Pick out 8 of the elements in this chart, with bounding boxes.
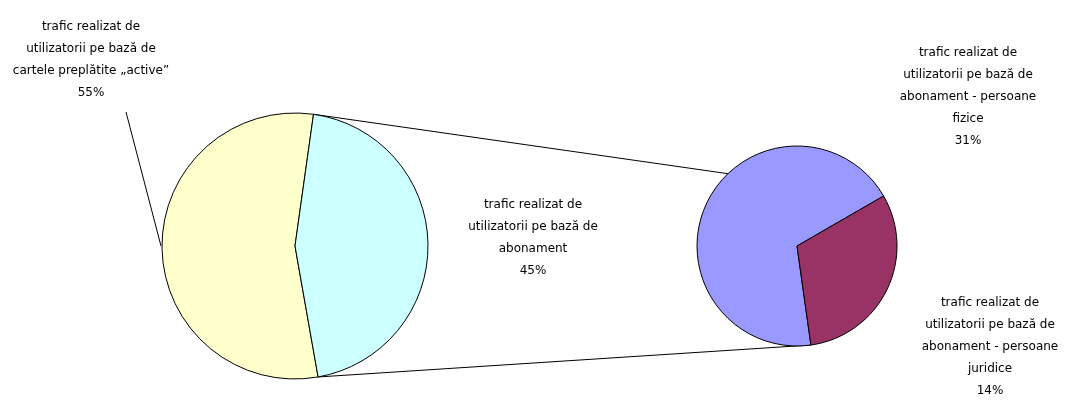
slice-label: trafic realizat de utilizatorii pe bază de cartele preplătite „active”	[12, 19, 170, 77]
slice-label: trafic realizat de utilizatorii pe bază de abonament - persoane fizice	[899, 45, 1037, 125]
data-label: 31%	[954, 133, 982, 147]
data-label: 45%	[519, 263, 547, 277]
data-label: 14%	[976, 383, 1004, 397]
slice-label: trafic realizat de utilizatorii pe bază de abonament	[468, 197, 598, 255]
slice-label: trafic realizat de utilizatorii pe bază de abonament - persoane juridice	[921, 295, 1059, 375]
data-label: 55%	[77, 85, 105, 99]
